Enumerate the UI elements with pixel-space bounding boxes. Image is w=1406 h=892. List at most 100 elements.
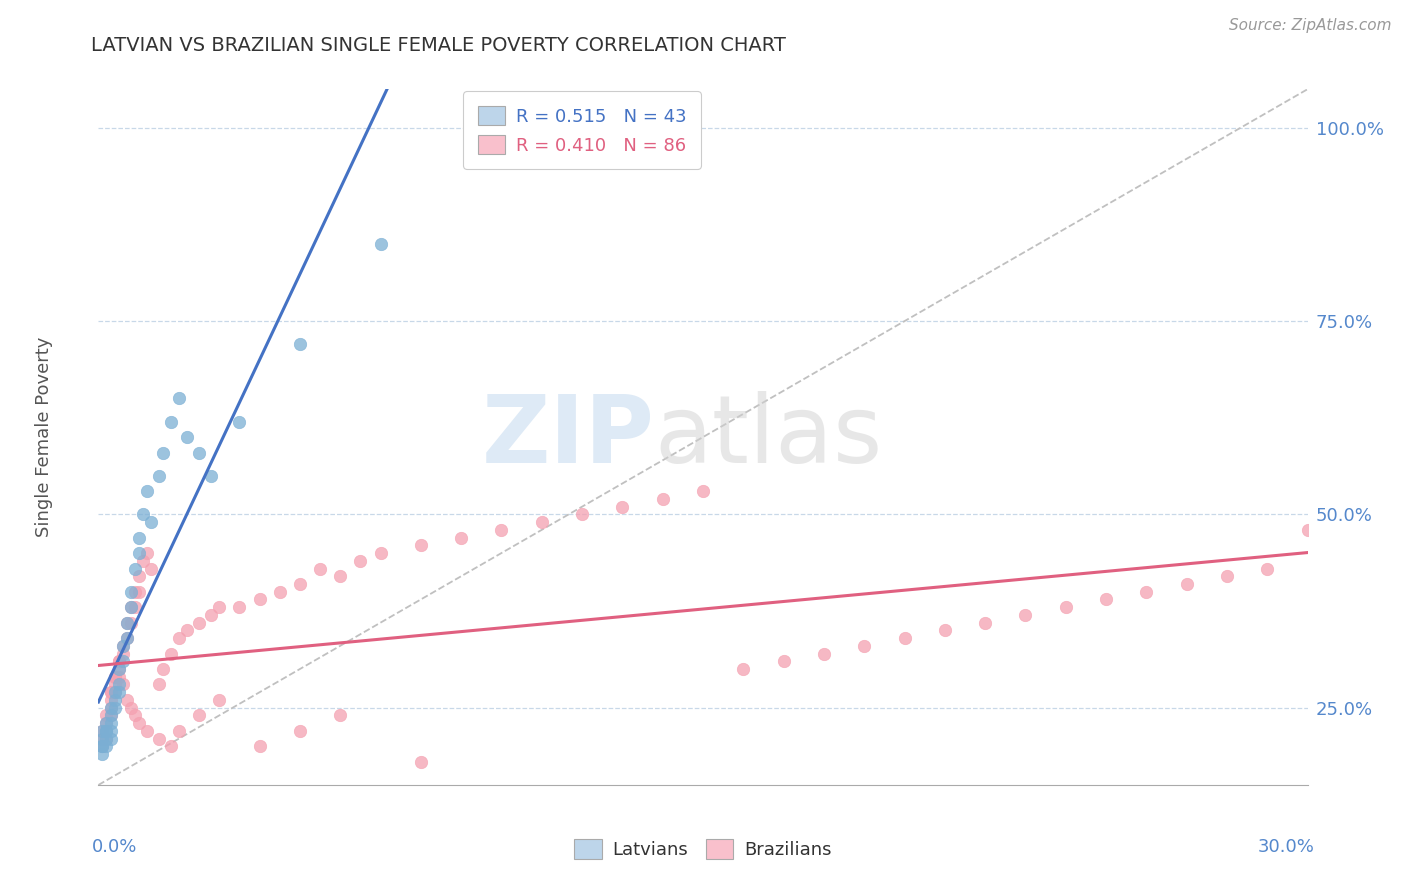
Point xyxy=(188,445,211,459)
Point xyxy=(152,445,174,459)
Point xyxy=(893,631,915,645)
Point xyxy=(103,670,125,684)
Text: 0.0%: 0.0% xyxy=(91,838,136,856)
Point xyxy=(107,662,129,676)
Point xyxy=(124,600,146,615)
Point xyxy=(91,739,114,754)
Point xyxy=(530,515,553,529)
Point xyxy=(120,600,142,615)
Point xyxy=(160,415,183,429)
Point xyxy=(813,647,835,661)
Point xyxy=(409,538,432,552)
Point xyxy=(124,708,146,723)
Point xyxy=(309,561,332,575)
Point xyxy=(91,747,114,761)
Point xyxy=(132,554,155,568)
Point xyxy=(96,716,118,731)
Point xyxy=(974,615,997,630)
Point xyxy=(100,708,122,723)
Point xyxy=(124,584,146,599)
Point xyxy=(91,723,114,738)
Point xyxy=(111,639,134,653)
Point xyxy=(772,654,794,668)
Point xyxy=(91,739,114,754)
Point xyxy=(96,739,118,754)
Point xyxy=(491,523,513,537)
Point xyxy=(100,700,122,714)
Point xyxy=(120,584,142,599)
Point xyxy=(128,569,150,583)
Point xyxy=(349,554,371,568)
Point xyxy=(188,615,211,630)
Point xyxy=(288,723,311,738)
Text: LATVIAN VS BRAZILIAN SINGLE FEMALE POVERTY CORRELATION CHART: LATVIAN VS BRAZILIAN SINGLE FEMALE POVER… xyxy=(91,36,786,54)
Point xyxy=(135,546,157,560)
Point xyxy=(176,624,198,638)
Point xyxy=(1014,607,1036,622)
Point xyxy=(96,731,118,746)
Point xyxy=(167,631,190,645)
Point xyxy=(1135,584,1157,599)
Point xyxy=(115,631,138,645)
Point xyxy=(135,484,157,499)
Point xyxy=(1095,592,1118,607)
Text: Single Female Poverty: Single Female Poverty xyxy=(35,337,53,537)
Point xyxy=(176,430,198,444)
Point xyxy=(1054,600,1077,615)
Point xyxy=(96,731,118,746)
Point xyxy=(228,600,250,615)
Point xyxy=(135,723,157,738)
Point xyxy=(91,739,114,754)
Point xyxy=(96,723,118,738)
Text: ZIP: ZIP xyxy=(482,391,655,483)
Point xyxy=(148,468,170,483)
Point xyxy=(100,693,122,707)
Point xyxy=(148,731,170,746)
Point xyxy=(571,508,593,522)
Point xyxy=(132,508,155,522)
Point xyxy=(111,647,134,661)
Point xyxy=(100,716,122,731)
Text: Source: ZipAtlas.com: Source: ZipAtlas.com xyxy=(1229,18,1392,33)
Point xyxy=(128,531,150,545)
Point xyxy=(100,700,122,714)
Point xyxy=(96,716,118,731)
Point xyxy=(692,484,714,499)
Point xyxy=(100,685,122,699)
Point xyxy=(107,654,129,668)
Point xyxy=(111,654,134,668)
Point xyxy=(1216,569,1239,583)
Point xyxy=(128,584,150,599)
Point xyxy=(96,708,118,723)
Point xyxy=(1296,523,1319,537)
Point xyxy=(111,639,134,653)
Point xyxy=(651,491,673,506)
Point xyxy=(853,639,876,653)
Point xyxy=(200,468,222,483)
Point xyxy=(120,700,142,714)
Point xyxy=(120,615,142,630)
Point xyxy=(91,731,114,746)
Point xyxy=(167,723,190,738)
Point xyxy=(208,600,231,615)
Point xyxy=(160,739,183,754)
Point xyxy=(152,662,174,676)
Point xyxy=(124,561,146,575)
Point xyxy=(329,569,352,583)
Point xyxy=(139,561,162,575)
Point xyxy=(269,584,291,599)
Point xyxy=(148,677,170,691)
Point xyxy=(120,600,142,615)
Point xyxy=(188,708,211,723)
Text: 30.0%: 30.0% xyxy=(1258,838,1315,856)
Point xyxy=(103,677,125,691)
Point xyxy=(409,755,432,769)
Point xyxy=(288,577,311,591)
Point xyxy=(228,415,250,429)
Point xyxy=(107,662,129,676)
Point xyxy=(115,615,138,630)
Point xyxy=(167,392,190,406)
Point xyxy=(115,615,138,630)
Point xyxy=(96,723,118,738)
Point xyxy=(107,685,129,699)
